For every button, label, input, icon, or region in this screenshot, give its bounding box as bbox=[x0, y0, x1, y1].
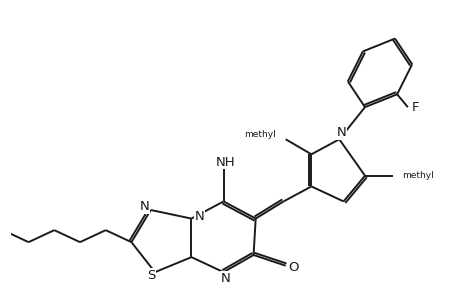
Text: S: S bbox=[147, 269, 156, 282]
Text: O: O bbox=[287, 261, 298, 274]
Text: N: N bbox=[139, 200, 149, 213]
Text: methyl: methyl bbox=[402, 171, 433, 180]
Text: methyl: methyl bbox=[244, 130, 276, 139]
Text: NH: NH bbox=[215, 155, 235, 169]
Text: F: F bbox=[411, 100, 419, 114]
Text: N: N bbox=[220, 272, 230, 285]
Text: N: N bbox=[336, 126, 346, 140]
Text: N: N bbox=[194, 210, 204, 223]
